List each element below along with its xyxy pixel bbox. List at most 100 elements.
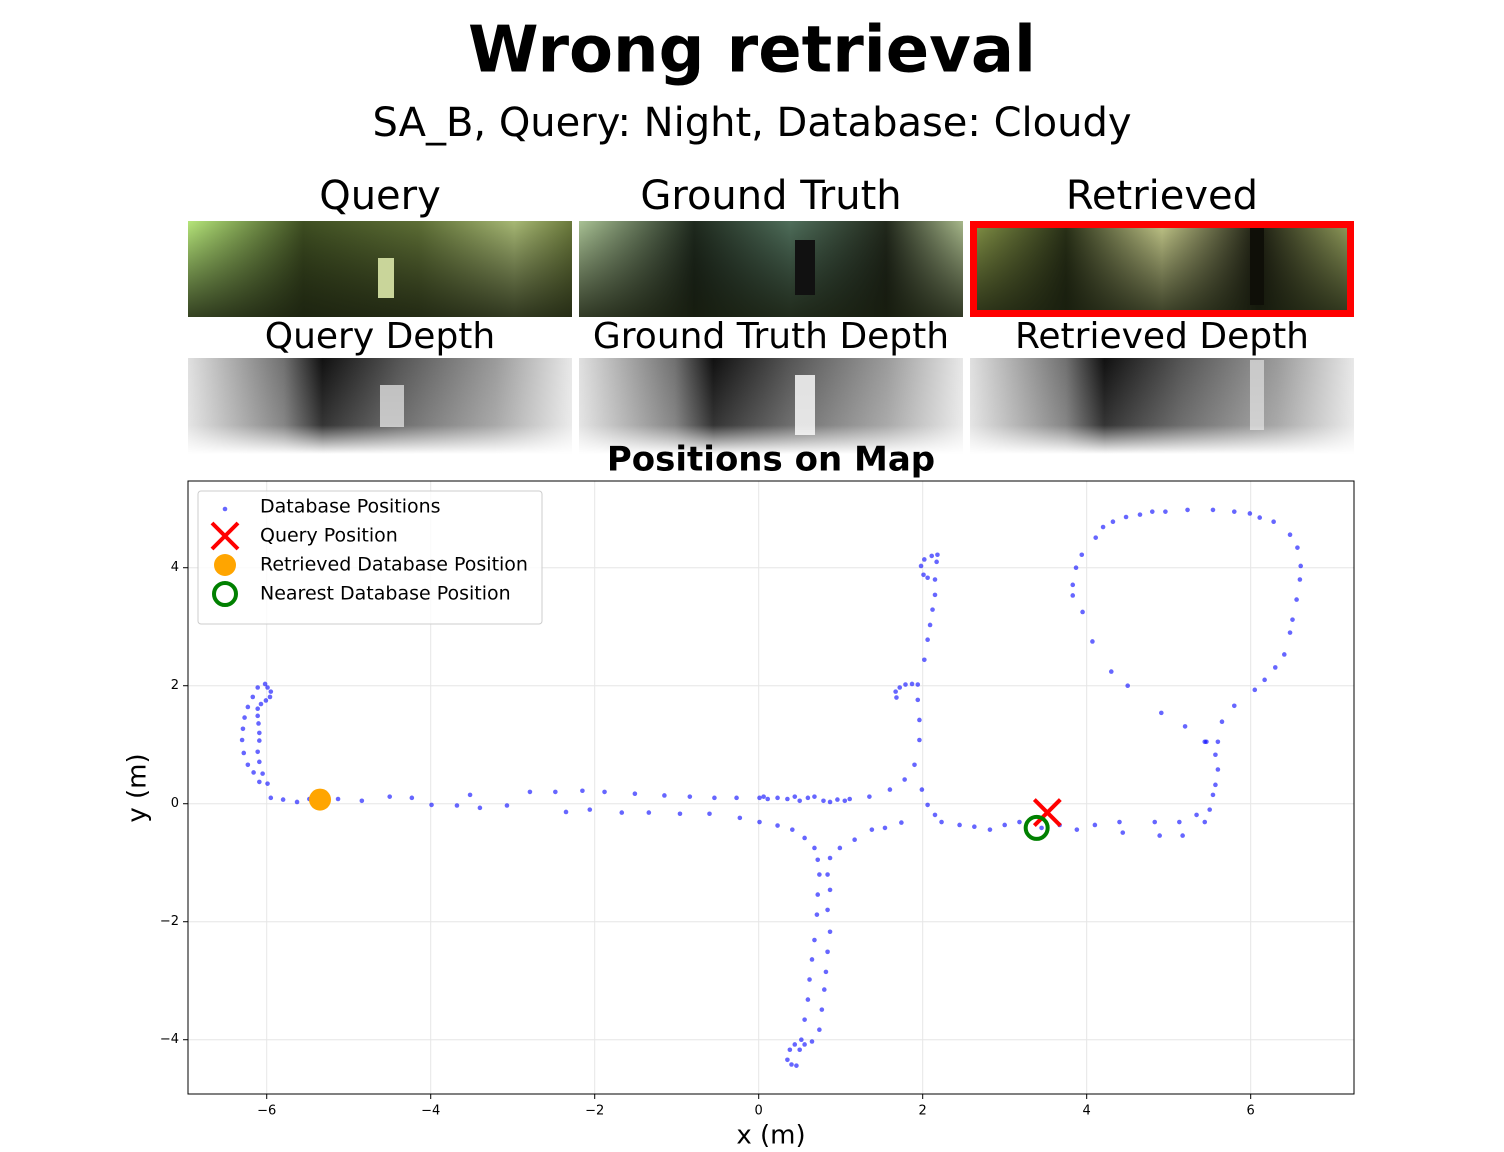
data-point (335, 796, 341, 802)
data-point (265, 781, 270, 786)
data-point (1298, 563, 1304, 569)
data-point (930, 607, 935, 612)
data-point (899, 820, 904, 825)
data-point (257, 730, 262, 736)
y-tick-label: 4 (171, 560, 179, 575)
data-point (255, 685, 260, 690)
data-point (602, 789, 607, 795)
data-point (255, 706, 260, 712)
data-point (619, 810, 625, 815)
data-point (504, 803, 510, 808)
panel-title: Retrieved Depth (1015, 316, 1309, 357)
data-point (1149, 509, 1155, 514)
data-point (1290, 617, 1295, 622)
data-point (1215, 739, 1221, 745)
data-point (797, 1047, 802, 1053)
data-point (1080, 609, 1085, 615)
data-point (1177, 819, 1182, 825)
y-tick-label: −4 (160, 1032, 179, 1047)
data-point (387, 794, 393, 799)
data-point (1163, 509, 1168, 514)
data-point (587, 807, 593, 812)
data-point (825, 907, 830, 913)
data-point (827, 929, 833, 935)
data-point (797, 798, 802, 804)
data-point (1252, 687, 1258, 693)
data-point (1282, 652, 1287, 657)
data-point (429, 802, 434, 808)
data-point (934, 559, 939, 565)
y-tick-label: 2 (171, 678, 179, 693)
data-point (922, 557, 927, 562)
data-point (909, 681, 915, 687)
x-tick-label: 4 (1083, 1104, 1091, 1119)
data-point (761, 794, 766, 799)
data-point (939, 819, 944, 825)
data-point (1287, 532, 1293, 537)
data-point (815, 857, 821, 863)
data-point (1262, 677, 1267, 683)
data-point (1152, 819, 1158, 825)
legend-box (197, 490, 543, 625)
query-depth-image (188, 358, 572, 454)
data-point (646, 810, 652, 815)
data-point (972, 824, 977, 830)
legend-label: Database Positions (260, 496, 441, 518)
data-point (258, 701, 264, 707)
data-point (1092, 822, 1098, 828)
data-point (255, 749, 260, 755)
data-point (918, 563, 924, 569)
data-point (268, 795, 274, 801)
data-point (827, 799, 833, 805)
data-point (687, 794, 693, 799)
data-point (260, 771, 265, 776)
data-point (792, 794, 798, 799)
data-point (932, 577, 938, 582)
x-tick-label: −4 (421, 1104, 440, 1119)
data-point (894, 695, 899, 700)
data-point (1070, 582, 1076, 588)
x-tick-label: 6 (1247, 1104, 1255, 1119)
data-point (1271, 519, 1276, 525)
data-point (805, 795, 811, 801)
data-point (922, 657, 927, 663)
data-point (712, 795, 717, 801)
data-point (921, 572, 926, 578)
data-point (1032, 798, 1062, 827)
data-point (852, 837, 857, 843)
data-point (790, 827, 795, 832)
legend-marker (210, 521, 240, 551)
data-point (1297, 577, 1303, 582)
data-point (409, 795, 415, 801)
panel-title: Ground Truth Depth (593, 316, 949, 357)
data-point (815, 892, 821, 897)
data-point (757, 819, 762, 825)
data-point (925, 575, 930, 581)
query-image (188, 221, 572, 317)
data-point (1185, 507, 1190, 513)
data-point (912, 762, 917, 768)
data-point (257, 759, 262, 765)
data-point (827, 855, 833, 861)
data-point (454, 803, 460, 808)
data-point (925, 637, 930, 643)
data-point (1123, 514, 1129, 520)
figure-subtitle: SA_B, Query: Night, Database: Cloudy (372, 100, 1131, 146)
plot-area: −6 −4 −2 0 2 4 6 −4 −2 0 2 4 Database Positions Query… (160, 480, 1355, 1119)
data-point (925, 802, 930, 808)
data-point (757, 795, 762, 801)
data-point (915, 697, 921, 703)
data-point (935, 552, 940, 558)
retrieved-depth-image (970, 358, 1354, 454)
data-point (1117, 819, 1122, 825)
x-tick-label: 0 (755, 1104, 763, 1119)
legend-label: Retrieved Database Position (260, 554, 528, 576)
data-point (1023, 814, 1050, 841)
data-point (821, 798, 826, 804)
data-point (662, 793, 667, 798)
figure-title: Wrong retrieval (468, 14, 1036, 88)
data-point (787, 1047, 793, 1053)
data-point (1120, 830, 1126, 835)
x-tick-label: −2 (585, 1104, 604, 1119)
